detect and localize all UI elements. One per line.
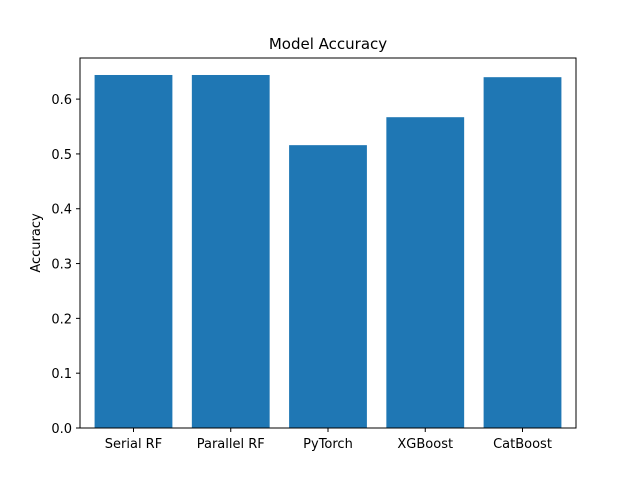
x-tick-label: Parallel RF (197, 437, 265, 452)
y-axis-ticks: 0.0 0.1 0.2 0.3 0.4 0.5 0.6 (51, 93, 80, 437)
bar-xgboost (386, 117, 465, 428)
plot-frame (79, 57, 577, 429)
bars-group (94, 74, 562, 429)
bar-catboost (483, 77, 562, 429)
y-tick-label: 0.0 (51, 422, 72, 437)
y-tick-label: 0.4 (51, 203, 72, 218)
y-tick-label: 0.3 (51, 258, 72, 273)
bar-parallel-rf (191, 74, 270, 429)
y-tick-label: 0.2 (51, 312, 72, 327)
x-tick-label: CatBoost (493, 437, 552, 452)
y-tick-label: 0.1 (51, 367, 72, 382)
y-tick-label: 0.6 (51, 93, 72, 108)
bar-pytorch (289, 145, 367, 428)
chart-title: Model Accuracy (269, 35, 387, 53)
bar-serial-rf (94, 74, 173, 429)
x-tick-label: Serial RF (105, 437, 162, 452)
x-tick-label: PyTorch (303, 437, 353, 452)
x-tick-label: XGBoost (397, 437, 453, 452)
x-axis-ticks: Serial RF Parallel RF PyTorch XGBoost CatBoo… (105, 428, 552, 452)
y-tick-label: 0.5 (51, 148, 72, 163)
y-axis-label: Accuracy (29, 213, 44, 273)
